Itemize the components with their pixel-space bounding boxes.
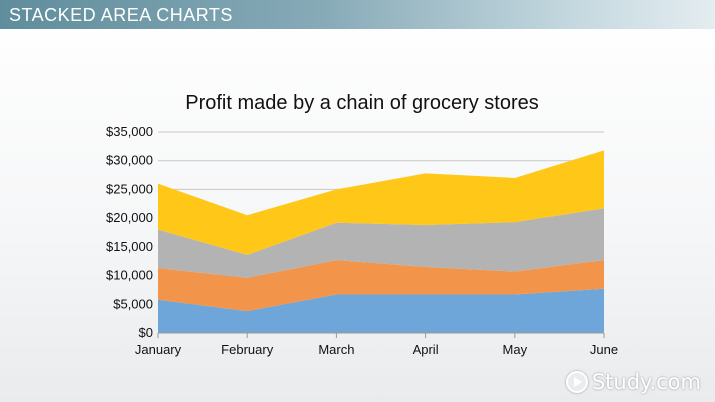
x-tick-label: March bbox=[318, 342, 354, 357]
slide-title: STACKED AREA CHARTS bbox=[9, 5, 233, 25]
x-tick-label: January bbox=[135, 342, 182, 357]
area-series-4 bbox=[158, 150, 604, 255]
x-tick-label: February bbox=[221, 342, 274, 357]
x-tick-label: May bbox=[503, 342, 528, 357]
y-tick-label: $5,000 bbox=[113, 296, 153, 311]
chart-title: Profit made by a chain of grocery stores bbox=[185, 92, 539, 114]
y-tick-label: $10,000 bbox=[106, 268, 153, 283]
x-tick-label: June bbox=[590, 342, 618, 357]
y-tick-label: $20,000 bbox=[106, 210, 153, 225]
area-series-3 bbox=[158, 208, 604, 278]
area-series-2 bbox=[158, 260, 604, 312]
y-tick-label: $0 bbox=[139, 325, 153, 340]
x-tick-label: April bbox=[413, 342, 439, 357]
tick-labels: $0 $5,000 $10,000 $15,000 $20,000 $25,000 $30,… bbox=[106, 124, 618, 357]
watermark-text: Study.com bbox=[591, 370, 701, 394]
y-tick-label: $15,000 bbox=[106, 239, 153, 254]
header-bar: STACKED AREA CHARTS bbox=[0, 0, 715, 29]
y-tick-label: $35,000 bbox=[106, 124, 153, 139]
y-tick-label: $30,000 bbox=[106, 153, 153, 168]
study-watermark: Study.com bbox=[565, 370, 701, 394]
area-series-1 bbox=[158, 288, 604, 333]
area-series bbox=[158, 150, 604, 333]
y-tick-label: $25,000 bbox=[106, 181, 153, 196]
play-circle-icon bbox=[565, 371, 588, 393]
